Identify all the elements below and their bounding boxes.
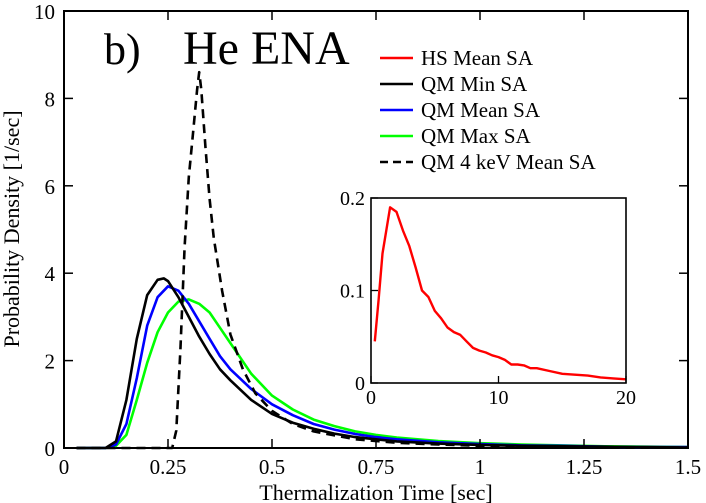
series-line-qm-min-sa [76, 277, 689, 450]
y-axis-label: Probability Density [1/sec] [0, 110, 24, 347]
x-tick-label: 0.75 [358, 455, 395, 479]
y-tick-label: 10 [34, 0, 55, 24]
inset-x-tick-label: 10 [489, 387, 509, 409]
legend-label-hs-mean-sa: HS Mean SA [421, 46, 534, 70]
inset-x-tick-label: 0 [366, 387, 376, 409]
panel-label: b) [104, 25, 141, 74]
series-line-qm-4-kev-mean-sa [76, 70, 689, 450]
inset-series-group [373, 206, 627, 381]
x-tick-label: 1.5 [675, 455, 701, 479]
inset-y-tick-label: 0.2 [340, 188, 365, 210]
legend-label-qm-mean-sa: QM Mean SA [421, 98, 541, 122]
y-tick-label: 8 [45, 87, 56, 111]
x-tick-label: 0 [59, 455, 70, 479]
x-tick-label: 1 [475, 455, 486, 479]
legend-label-qm-max-sa: QM Max SA [421, 124, 532, 148]
x-axis-label: Thermalization Time [sec] [259, 480, 492, 503]
inset-chart: 0 10 20 0 0.1 0.2 [340, 188, 636, 409]
inset-background [371, 198, 626, 383]
y-tick-label: 4 [45, 262, 56, 286]
inset-y-tick-label: 0 [355, 373, 365, 395]
main-ticks-group: 0 0.25 0.5 0.75 1 1.25 1.5 0 2 4 6 8 10 [34, 0, 701, 479]
chart-title: He ENA [183, 22, 350, 75]
inset-x-tick-label: 20 [616, 387, 636, 409]
x-tick-label: 1.25 [566, 455, 603, 479]
x-tick-label: 0.5 [259, 455, 285, 479]
y-tick-label: 2 [45, 350, 56, 374]
inset-series-line-hs-mean-sa [373, 206, 627, 381]
inset-y-tick-label: 0.1 [340, 281, 365, 303]
y-tick-label: 6 [45, 175, 56, 199]
y-tick-label: 0 [45, 437, 56, 461]
legend-label-qm-4-kev-mean-sa: QM 4 keV Mean SA [421, 150, 596, 174]
main-series-group [76, 70, 689, 450]
legend-label-qm-min-sa: QM Min SA [421, 72, 528, 96]
inset-ticks-group: 0 10 20 0 0.1 0.2 [340, 188, 636, 409]
x-tick-label: 0.25 [150, 455, 187, 479]
